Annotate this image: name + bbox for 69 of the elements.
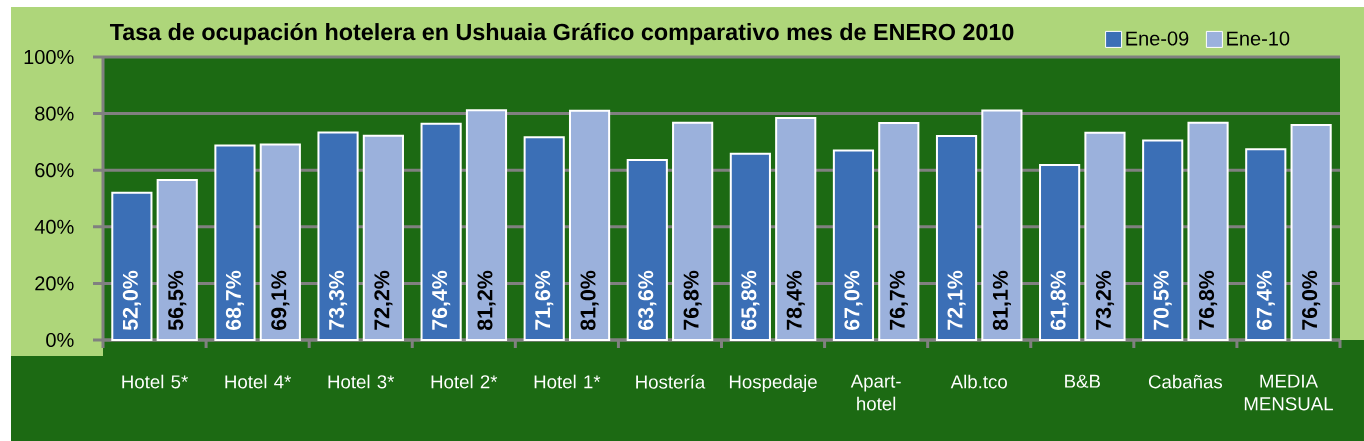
bar bbox=[729, 152, 771, 341]
bar bbox=[935, 134, 978, 341]
bar bbox=[1084, 131, 1126, 341]
bar bbox=[1290, 123, 1332, 341]
bar bbox=[111, 191, 153, 341]
chart-title: Tasa de ocupación hotelera en Ushuaia Gráfico comparativo mes de ENERO 2010 bbox=[109, 22, 1014, 45]
data-label: 72,2% bbox=[374, 270, 393, 330]
data-label: 67,0% bbox=[844, 270, 863, 330]
y-tick-label: 100% bbox=[24, 49, 74, 65]
y-tick-label: 0% bbox=[46, 332, 74, 348]
bar bbox=[156, 179, 198, 341]
x-tick-label: Hostería bbox=[636, 374, 706, 389]
x-tick-label: MEDIA MENSUAL bbox=[1244, 374, 1333, 411]
bar bbox=[775, 117, 817, 341]
data-label: 65,8% bbox=[741, 270, 760, 330]
x-tick-label: Cabañas bbox=[1148, 374, 1223, 389]
data-label: 63,6% bbox=[638, 270, 657, 330]
data-label: 76,7% bbox=[889, 270, 908, 330]
bar bbox=[981, 109, 1023, 341]
bar bbox=[214, 144, 256, 341]
bar bbox=[317, 131, 359, 341]
bar bbox=[1187, 121, 1229, 341]
data-label: 73,3% bbox=[328, 270, 348, 330]
data-label: 67,4% bbox=[1256, 270, 1275, 330]
bar bbox=[626, 159, 668, 341]
data-label: 72,1% bbox=[947, 270, 966, 330]
data-label: 52,0% bbox=[122, 270, 141, 331]
bar bbox=[672, 121, 714, 341]
bar bbox=[465, 109, 508, 341]
x-tick-label: Alb.tco bbox=[950, 374, 1007, 389]
bar bbox=[568, 109, 611, 341]
bar bbox=[878, 121, 920, 341]
x-tick-label: Hotel 4* bbox=[225, 374, 292, 389]
data-label: 70,5% bbox=[1153, 270, 1172, 330]
legend-label: Ene-10 bbox=[1227, 31, 1290, 46]
bar bbox=[1142, 139, 1184, 341]
data-label: 81,2% bbox=[477, 270, 496, 331]
data-label: 69,1% bbox=[271, 270, 290, 330]
data-label: 78,4% bbox=[786, 270, 805, 330]
bar bbox=[832, 149, 875, 341]
bar bbox=[1245, 148, 1287, 341]
bar bbox=[362, 134, 404, 341]
bar bbox=[523, 136, 565, 341]
data-label: 73,2% bbox=[1095, 270, 1115, 330]
y-tick-label: 20% bbox=[35, 276, 74, 291]
data-label: 76,8% bbox=[683, 270, 702, 330]
data-label: 61,8% bbox=[1050, 270, 1069, 330]
x-tick-label: Hotel 1* bbox=[534, 374, 601, 389]
legend-label: Ene-09 bbox=[1126, 31, 1189, 46]
data-label: 76,0% bbox=[1302, 270, 1321, 330]
y-tick-label: 60% bbox=[35, 163, 74, 178]
data-label: 81,0% bbox=[580, 270, 599, 331]
bar bbox=[259, 143, 301, 341]
data-label: 76,8% bbox=[1198, 270, 1218, 330]
x-tick-label: Hotel 3* bbox=[328, 374, 395, 389]
data-label: 81,1% bbox=[992, 270, 1011, 331]
y-tick-label: 40% bbox=[34, 219, 74, 234]
data-label: 76,4% bbox=[432, 270, 451, 330]
data-label: 56,5% bbox=[168, 270, 187, 331]
data-label: 71,6% bbox=[535, 270, 554, 330]
x-tick-label: Hotel 5* bbox=[122, 374, 188, 389]
x-tick-label: Hospedaje bbox=[729, 374, 817, 393]
x-tick-label: B&B bbox=[1065, 374, 1100, 388]
bar bbox=[1039, 164, 1081, 341]
data-label: 68,7% bbox=[225, 270, 245, 330]
y-tick-label: 80% bbox=[35, 106, 74, 121]
x-tick-label: Apart-hotel bbox=[850, 374, 901, 411]
bar bbox=[420, 122, 462, 341]
x-tick-label: Hotel 2* bbox=[431, 374, 498, 389]
